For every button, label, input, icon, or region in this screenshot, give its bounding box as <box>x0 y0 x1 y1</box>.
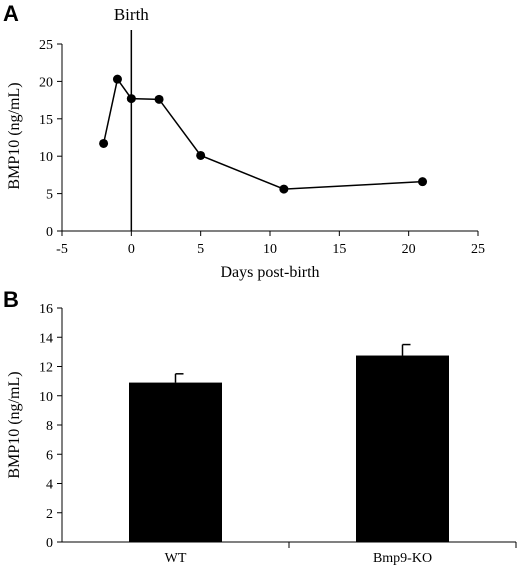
panel-a-y-tick-label: 5 <box>46 188 53 203</box>
panel-b-y-ticks: 0 2 4 6 8 10 12 14 16 <box>39 302 62 551</box>
panel-a-y-title: BMP10 (ng/mL) <box>6 82 23 189</box>
panel-a-x-ticks: -5 0 5 10 15 20 25 <box>56 231 485 257</box>
data-point <box>126 94 136 104</box>
panel-a-y-tick-label: 15 <box>39 113 53 128</box>
panel-a-y-tick-label: 20 <box>39 75 53 90</box>
data-point <box>418 177 428 187</box>
panel-a-x-tick-label: 25 <box>471 242 485 257</box>
panel-a-x-tick-label: -5 <box>56 242 68 257</box>
panel-a-x-title: Days post-birth <box>220 264 319 281</box>
panel-b-y-tick-label: 0 <box>46 536 53 551</box>
data-point <box>112 74 122 84</box>
panel-b-y-tick-label: 6 <box>46 448 53 463</box>
panel-b-y-tick-label: 14 <box>39 331 53 346</box>
bar <box>356 355 449 542</box>
panel-a-x-tick-label: 20 <box>402 242 416 257</box>
panel-a-series <box>99 74 428 194</box>
data-point <box>154 94 164 104</box>
bar <box>129 382 222 542</box>
panel-b-y-tick-label: 16 <box>39 302 53 317</box>
panel-b-y-tick-label: 4 <box>46 478 53 493</box>
panel-a-y-tick-label: 0 <box>46 225 53 240</box>
panel-b-y-tick-label: 8 <box>46 419 53 434</box>
data-point <box>99 138 109 148</box>
panel-a-x-tick-label: 5 <box>197 242 204 257</box>
panel-b-y-title: BMP10 (ng/mL) <box>6 371 23 478</box>
panel-b-y-tick-label: 12 <box>39 361 53 376</box>
panel-b-letter: B <box>3 287 19 312</box>
panel-b: B 0 2 4 6 8 10 12 14 16 WT Bmp9-KO BMP10 (ng/mL) <box>3 287 517 566</box>
panel-b-bars <box>129 343 449 542</box>
panel-b-y-tick-label: 2 <box>46 507 53 522</box>
data-point <box>196 150 206 160</box>
panel-a-letter: A <box>3 1 19 26</box>
panel-b-y-tick-label: 10 <box>39 390 53 405</box>
panel-a-x-tick-label: 0 <box>128 242 135 257</box>
data-point <box>279 184 289 194</box>
series-line <box>102 77 423 190</box>
panel-a-x-tick-label: 15 <box>332 242 346 257</box>
category-label: WT <box>165 551 187 566</box>
panel-a-axes <box>61 30 478 232</box>
birth-annotation: Birth <box>114 5 149 24</box>
category-label: Bmp9-KO <box>373 551 432 566</box>
panel-b-categories: WT Bmp9-KO <box>165 542 517 566</box>
panel-a-x-tick-label: 10 <box>263 242 277 257</box>
panel-a-y-tick-label: 25 <box>39 38 53 53</box>
panel-a-y-ticks: 0 5 10 15 20 25 <box>39 38 62 240</box>
panel-a-y-tick-label: 10 <box>39 150 53 165</box>
